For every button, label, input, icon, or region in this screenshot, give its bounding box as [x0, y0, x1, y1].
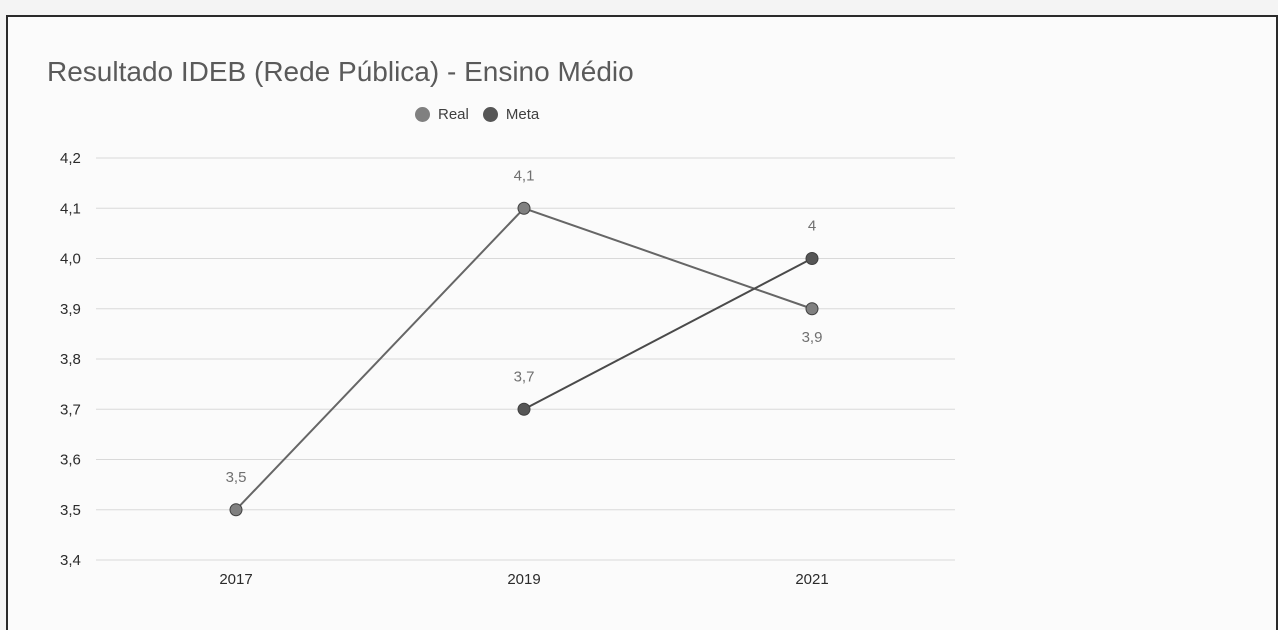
y-tick-label: 3,8 [60, 351, 81, 368]
data-point-real [805, 302, 819, 316]
data-point-real [229, 503, 243, 517]
data-label-real: 3,9 [802, 329, 823, 346]
legend-item-real: Real [415, 106, 469, 123]
y-tick-label: 3,9 [60, 301, 81, 318]
y-tick-label: 3,5 [60, 502, 81, 519]
data-label-meta: 4 [808, 218, 816, 235]
y-tick-label: 3,4 [60, 552, 81, 569]
y-tick-label: 4,0 [60, 251, 81, 268]
data-label-real: 3,5 [226, 469, 247, 486]
series-line-meta [523, 257, 813, 411]
chart-frame [6, 15, 1278, 630]
legend-label-meta: Meta [505, 106, 540, 123]
chart-title: Resultado IDEB (Rede Pública) - Ensino M… [47, 56, 634, 87]
data-label-real: 4,1 [514, 167, 535, 184]
y-tick-label: 3,7 [60, 401, 81, 418]
legend: Real Meta [415, 106, 539, 123]
x-tick-label: 2021 [795, 571, 828, 588]
legend-item-meta: Meta [482, 106, 540, 123]
y-tick-label: 3,6 [60, 452, 81, 469]
legend-swatch-meta [482, 107, 498, 122]
data-label-meta: 3,7 [514, 368, 535, 385]
data-point-meta [517, 402, 531, 416]
legend-swatch-real [415, 107, 430, 122]
header-strip [0, 0, 1278, 14]
legend-label-real: Real [438, 106, 469, 123]
data-point-meta [805, 252, 819, 265]
x-tick-label: 2017 [219, 571, 252, 588]
data-point-real [517, 201, 531, 215]
y-tick-label: 4,2 [60, 150, 81, 167]
x-tick-label: 2019 [507, 571, 540, 588]
y-tick-label: 4,1 [60, 200, 81, 217]
